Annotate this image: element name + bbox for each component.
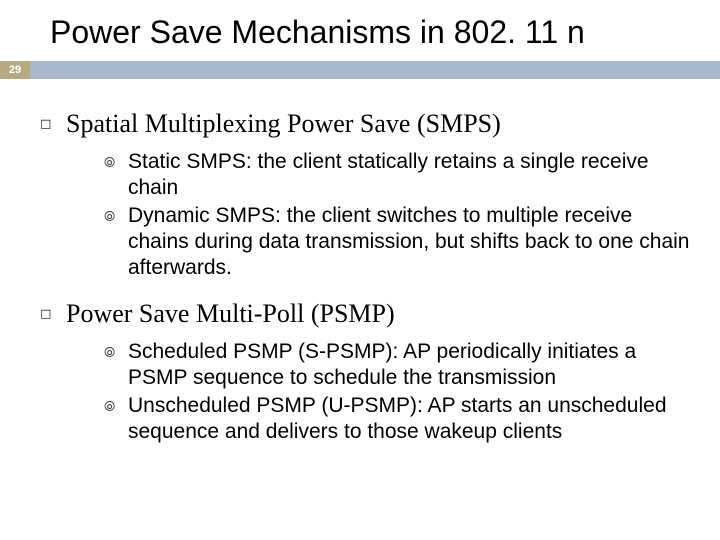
header-bar: 29 [0,61,720,79]
list-item: ◻ Power Save Multi-Poll (PSMP) [40,299,690,329]
list-subitem-label: Scheduled PSMP (S-PSMP): AP periodically… [128,339,690,391]
header-bar-fill [30,61,720,79]
list-item-label: Spatial Multiplexing Power Save (SMPS) [66,109,501,139]
list-subitem-label: Unscheduled PSMP (U-PSMP): AP starts an … [128,393,690,445]
list-subitem: ⦾ Scheduled PSMP (S-PSMP): AP periodical… [104,339,690,391]
circle-bullet-icon: ⦾ [104,339,128,391]
list-item: ◻ Spatial Multiplexing Power Save (SMPS) [40,109,690,139]
list-subitem: ⦾ Static SMPS: the client statically ret… [104,149,690,201]
sublist: ⦾ Scheduled PSMP (S-PSMP): AP periodical… [104,339,690,445]
sublist: ⦾ Static SMPS: the client statically ret… [104,149,690,281]
circle-bullet-icon: ⦾ [104,203,128,281]
list-subitem-label: Dynamic SMPS: the client switches to mul… [128,203,690,281]
circle-bullet-icon: ⦾ [104,393,128,445]
list-item-label: Power Save Multi-Poll (PSMP) [66,299,395,329]
page-number-box: 29 [0,61,30,79]
list-subitem-label: Static SMPS: the client statically retai… [128,149,690,201]
slide-title: Power Save Mechanisms in 802. 11 n [0,0,720,61]
circle-bullet-icon: ⦾ [104,149,128,201]
square-bullet-icon: ◻ [40,299,66,329]
slide: Power Save Mechanisms in 802. 11 n 29 ◻ … [0,0,720,540]
list-subitem: ⦾ Unscheduled PSMP (U-PSMP): AP starts a… [104,393,690,445]
slide-body: ◻ Spatial Multiplexing Power Save (SMPS)… [0,79,720,445]
square-bullet-icon: ◻ [40,109,66,139]
list-subitem: ⦾ Dynamic SMPS: the client switches to m… [104,203,690,281]
